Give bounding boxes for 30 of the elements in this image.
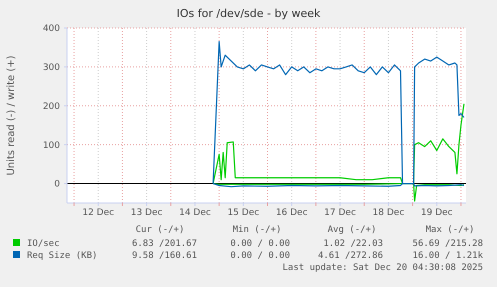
x-tick-label: 19 Dec: [420, 208, 453, 218]
x-tick-label: 14 Dec: [179, 208, 211, 218]
y-tick-label: 0: [54, 180, 60, 190]
text: 0.00 / 0.00: [230, 251, 290, 261]
legend-label: Req Size (KB): [27, 251, 98, 261]
x-tick-label: 13 Dec: [130, 208, 163, 218]
x-tick-label: 15 Dec: [227, 208, 260, 218]
y-tick-label: 400: [42, 24, 60, 34]
x-tick-label: 16 Dec: [276, 208, 308, 218]
chart-title: IOs for /dev/sde - by week: [176, 7, 322, 20]
text: 0.00 / 0.00: [230, 239, 290, 249]
y-tick-label: 300: [42, 63, 60, 74]
y-tick-label: 100: [42, 140, 60, 151]
y-tick-label: 200: [42, 102, 60, 112]
x-tick-label: 18 Dec: [372, 208, 404, 218]
text: 56.69 /215.28: [412, 239, 483, 249]
x-tick-label: 17 Dec: [324, 208, 356, 218]
text: Cur (-/+): [136, 225, 184, 235]
text: 16.00 / 1.21k: [412, 251, 484, 261]
legend-label: IO/sec: [27, 239, 60, 249]
text: Min (-/+): [232, 225, 282, 235]
text: 6.83 /201.67: [132, 239, 197, 249]
text: Max (-/+): [426, 225, 474, 235]
y-axis-title: Units read (-) / write (+): [6, 55, 17, 176]
text: 1.02 /22.03: [323, 239, 383, 249]
text: Last update: Sat Dec 20 04:30:08 2025: [282, 263, 483, 273]
text: Avg (-/+): [328, 225, 376, 235]
text: 4.61 /272.86: [318, 251, 383, 261]
x-tick-label: 12 Dec: [82, 208, 114, 218]
text: 9.58 /160.61: [132, 251, 197, 261]
